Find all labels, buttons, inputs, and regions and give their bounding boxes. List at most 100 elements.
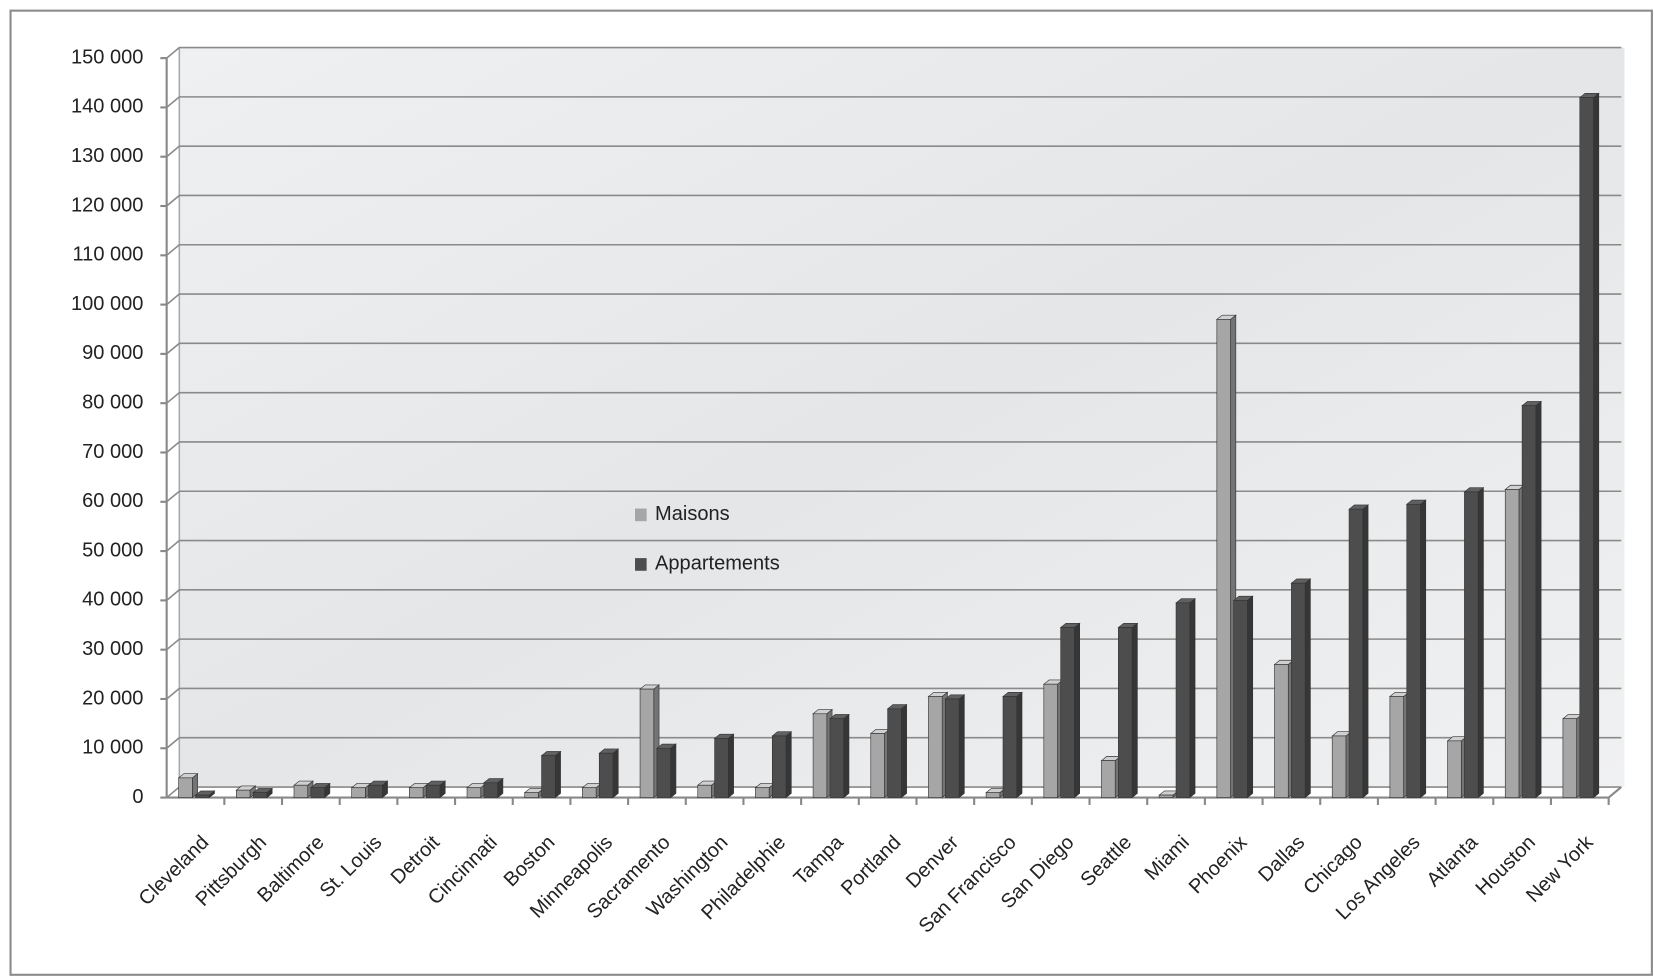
bar: [1233, 600, 1248, 798]
x-axis-depth: [1607, 786, 1622, 799]
bar: [1043, 683, 1058, 798]
bar: [945, 698, 960, 798]
bar: [985, 792, 1001, 798]
y-tick-label: 0: [132, 786, 143, 808]
bar: [1331, 735, 1347, 798]
bar: [1464, 491, 1479, 798]
grid-line: [166, 391, 1622, 404]
bar: [541, 755, 556, 798]
bar: [1389, 696, 1404, 798]
grid-line: [166, 687, 1622, 700]
y-tick-label: 70 000: [82, 441, 143, 463]
grid-line: [166, 96, 1622, 109]
bar: [1579, 97, 1594, 798]
bar-side: [728, 733, 734, 799]
bar-side: [554, 750, 561, 799]
y-tick-label: 140 000: [71, 96, 143, 118]
y-tick-label: 100 000: [71, 293, 143, 315]
grid-line: [166, 490, 1622, 503]
bar: [351, 787, 366, 798]
bar: [195, 794, 210, 798]
bar: [1447, 740, 1462, 798]
bar: [1175, 602, 1191, 798]
legend-swatch: [635, 558, 647, 571]
bar-side: [1535, 400, 1542, 799]
bar-side: [843, 713, 850, 799]
bar-side: [901, 703, 907, 799]
grid-line: [166, 441, 1622, 454]
legend-label: Maisons: [655, 503, 730, 525]
bar-side: [1477, 487, 1484, 799]
bar: [697, 784, 712, 798]
bar: [466, 787, 482, 798]
bar: [1406, 503, 1421, 798]
bar: [887, 708, 902, 798]
y-tick-label: 130 000: [71, 145, 143, 167]
grid-line: [166, 46, 1622, 59]
bar: [582, 787, 597, 798]
bar: [1562, 718, 1577, 798]
grid-line: [166, 638, 1622, 651]
bar: [598, 752, 614, 798]
bar: [1158, 794, 1174, 798]
bar: [870, 733, 885, 798]
y-tick-label: 120 000: [71, 194, 143, 216]
bar: [1101, 760, 1116, 798]
bar: [829, 718, 845, 798]
grid-line: [166, 342, 1622, 355]
bar: [368, 784, 383, 798]
grid-line: [166, 539, 1622, 552]
plot-background: [179, 47, 1625, 788]
bar: [1521, 405, 1537, 798]
y-tick-label: 110 000: [73, 244, 144, 266]
bar: [252, 792, 268, 798]
y-tick-label: 50 000: [82, 539, 143, 561]
bar: [771, 735, 787, 798]
bar-side: [1420, 499, 1427, 799]
y-tick-label: 40 000: [82, 589, 143, 611]
bar: [524, 792, 539, 798]
bar-side: [1304, 578, 1311, 799]
bar: [755, 787, 770, 798]
legend-label: Appartements: [655, 553, 780, 575]
bar-side: [1247, 595, 1254, 799]
y-tick-label: 20 000: [82, 687, 143, 709]
bar: [1504, 489, 1520, 798]
bar: [1291, 582, 1306, 798]
y-tick-label: 150 000: [71, 46, 143, 68]
bars: [177, 92, 1600, 799]
bar-side: [958, 694, 965, 799]
grid: [160, 46, 1622, 805]
bar: [1348, 508, 1364, 798]
grid-line: [166, 736, 1622, 749]
bar: [293, 784, 309, 798]
bar-side: [1593, 92, 1600, 799]
grid-line: [166, 145, 1622, 158]
bar: [812, 713, 828, 798]
bar-side: [670, 743, 677, 799]
bar-side: [612, 748, 619, 799]
bar: [178, 777, 193, 798]
legend: Maisons Appartements: [635, 503, 780, 575]
legend-swatch: [635, 508, 647, 522]
bar-side: [785, 731, 792, 799]
bar: [1216, 319, 1231, 798]
bar-side: [1362, 504, 1369, 799]
bar-side: [1074, 622, 1080, 799]
bar: [425, 784, 441, 798]
bar: [1118, 627, 1133, 798]
bar: [1002, 696, 1018, 798]
bar: [928, 696, 943, 798]
bar: [1060, 627, 1075, 798]
bar-side: [1016, 691, 1023, 799]
grid-line: [166, 293, 1622, 306]
grid-line: [166, 194, 1622, 207]
bar: [1274, 664, 1289, 798]
bar: [409, 787, 424, 798]
y-tick-label: 30 000: [82, 638, 143, 660]
bar: [235, 789, 251, 798]
bar: [483, 782, 498, 798]
grid-line: [166, 589, 1622, 601]
